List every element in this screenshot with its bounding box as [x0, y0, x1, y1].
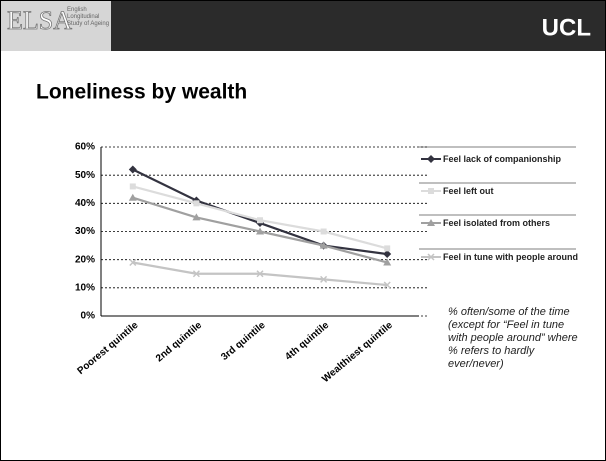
y-tick-label: 40% [75, 198, 95, 209]
series-line [132, 168, 388, 256]
x-tick-label: Wealthiest quintile [320, 320, 395, 385]
point [128, 165, 137, 174]
y-tick-label: 0% [81, 311, 96, 322]
brand: UCL [542, 14, 591, 41]
point [256, 270, 264, 278]
legend-label: Feel in tune with people around [443, 252, 579, 262]
y-tick-label: 50% [75, 170, 95, 181]
point [384, 245, 391, 252]
x-tick-label: Poorest quintile [75, 320, 140, 377]
x-tick-label: 4th quintile [283, 320, 331, 363]
legend-label: Feel isolated from others [443, 218, 551, 228]
point [319, 241, 328, 249]
y-tick-label: 60% [75, 142, 95, 153]
x-tick-label: 3rd quintile [219, 320, 268, 363]
point [128, 193, 137, 201]
legend-marker [427, 155, 435, 163]
point [257, 217, 263, 224]
point [383, 281, 391, 289]
legend-marker [427, 253, 435, 261]
legend-marker [427, 219, 435, 226]
logo-box [1, 1, 111, 51]
y-tick-label: 30% [75, 226, 95, 237]
point [256, 227, 264, 235]
chart-title: Loneliness by wealth [36, 81, 247, 104]
point [320, 275, 328, 283]
point [383, 258, 392, 266]
note: % often/some of the time (except for “Fe… [448, 306, 578, 370]
y-tick-label: 20% [75, 254, 95, 265]
logo: ELSA [7, 6, 72, 35]
legend-label: Feel left out [443, 186, 494, 196]
y-tick-label: 10% [75, 282, 95, 293]
point [320, 228, 327, 235]
logo-subtitle: English Longitudinal Study of Ageing [67, 7, 110, 27]
x-tick-label: 2nd quintile [154, 320, 204, 365]
point [129, 183, 136, 190]
point [192, 270, 200, 278]
point [193, 200, 200, 207]
point [129, 258, 137, 267]
legend-label: Feel lack of companionship [443, 154, 562, 164]
point [383, 250, 392, 259]
legend-marker [428, 188, 434, 194]
point [192, 213, 201, 221]
